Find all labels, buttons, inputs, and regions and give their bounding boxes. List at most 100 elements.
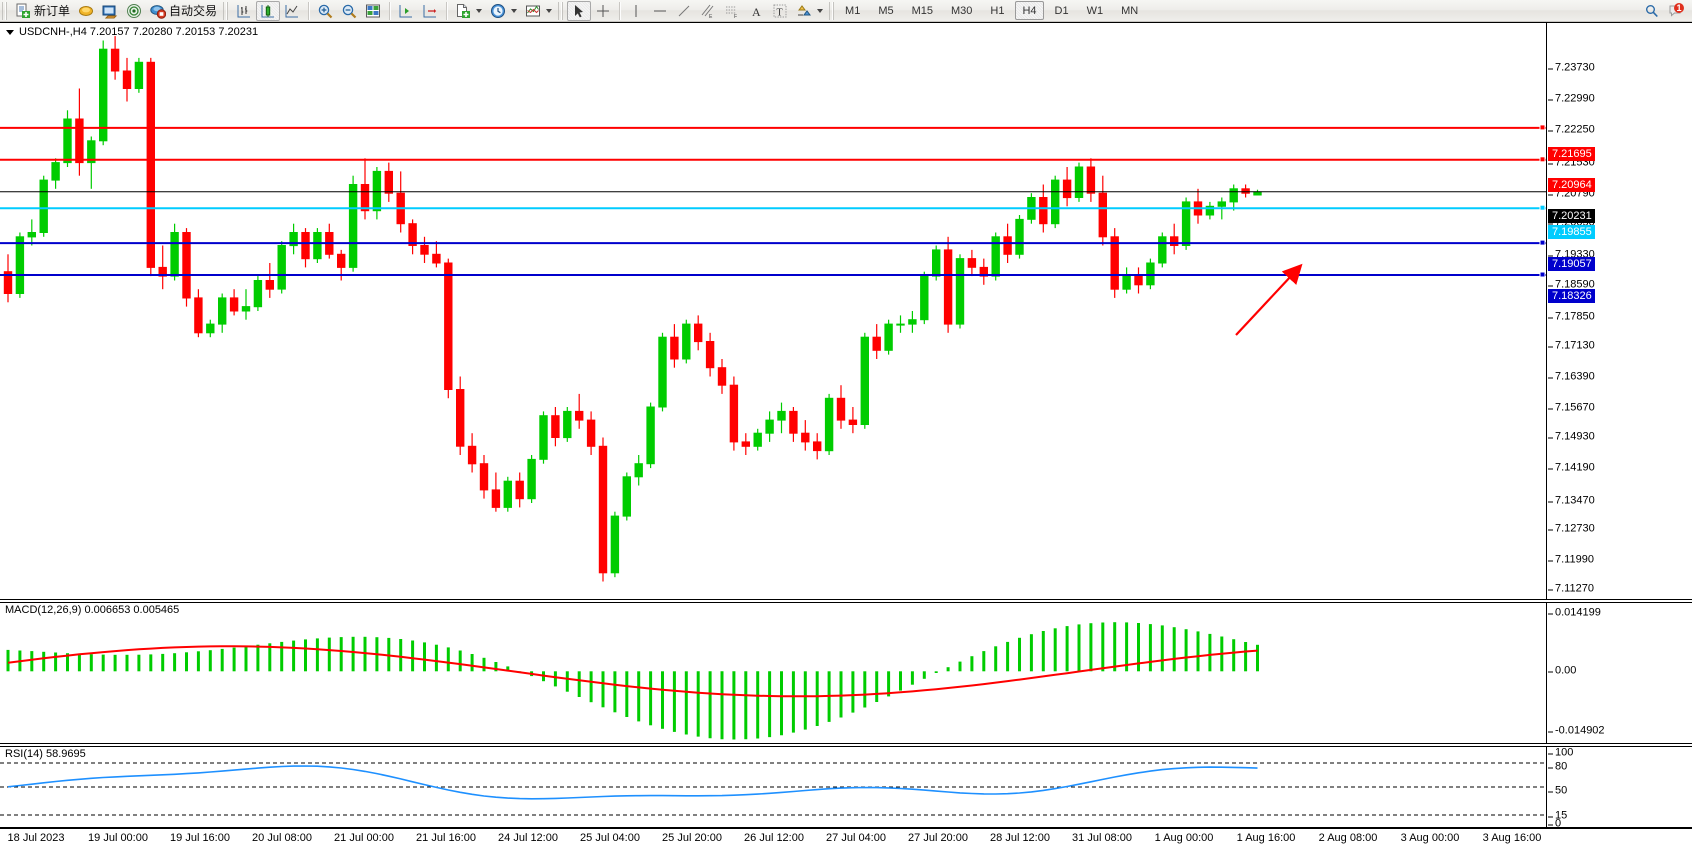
toolbar-grip[interactable] [2,1,9,20]
symbol-menu-chevron-down-icon[interactable] [6,29,14,35]
macd-pane[interactable]: MACD(12,26,9) 0.006653 0.005465 0.014199… [0,602,1692,744]
rsi-title: RSI(14) 58.9695 [5,748,86,760]
objects-button[interactable] [792,1,827,21]
macd-title: MACD(12,26,9) 0.006653 0.005465 [5,604,180,616]
auto-scroll-button[interactable] [418,1,442,21]
toolbar-grip-tools[interactable] [558,1,566,20]
indicators-chevron-down-icon[interactable] [546,8,553,13]
time-tick: 1 Aug 00:00 [1154,832,1214,844]
price-tick: 7.20790 [1548,187,1595,200]
time-tick: 20 Jul 08:00 [252,832,312,844]
price-level-label-resistance[interactable]: 7.21695 [1548,147,1595,161]
auto-scroll-icon [422,3,438,19]
candlestick-chart-button[interactable] [256,0,281,21]
time-tick: 3 Aug 16:00 [1482,832,1542,844]
rsi-plot[interactable] [0,747,1546,827]
timeframe-w1[interactable]: W1 [1086,5,1104,17]
timeframe-bar: M1 M5 M15 M30 H1 H4 D1 W1 MN [838,1,1145,20]
text-label-button[interactable]: T [768,1,792,21]
toolbar-grip-periods[interactable] [829,1,837,20]
timeframe-d1[interactable]: D1 [1054,5,1069,17]
time-tick: 1 Aug 16:00 [1236,832,1296,844]
chart-shift-icon [398,3,414,19]
data-window-button[interactable] [361,1,385,21]
search-button[interactable] [1640,1,1664,21]
time-tick: 25 Jul 20:00 [662,832,722,844]
rsi-pane[interactable]: RSI(14) 58.9695 100 80 50 15 0 [0,746,1692,829]
macd-plot[interactable] [0,603,1546,743]
time-tick: 24 Jul 12:00 [498,832,558,844]
terminal-button[interactable] [98,1,122,21]
crosshair-button[interactable] [591,1,615,21]
price-level-label-bid[interactable]: 7.19855 [1548,225,1595,239]
timeframe-h1[interactable]: H1 [990,5,1005,17]
notification-button[interactable]: 1 [1664,1,1688,21]
main-toolbar: 新订单 [0,0,1692,22]
price-level-label-support[interactable]: 7.18326 [1548,289,1595,303]
symbol-quote-line: USDCNH-,H4 7.20157 7.20280 7.20153 7.202… [6,26,258,38]
macd-tick: 0.00 [1547,664,1577,677]
chart-canvas-area[interactable]: USDCNH-,H4 7.20157 7.20280 7.20153 7.202… [0,22,1692,852]
new-order-button[interactable]: 新订单 [11,1,74,21]
new-order-label: 新订单 [34,3,71,18]
text-button[interactable]: A [744,1,768,21]
equidistant-channel-button[interactable]: E [696,1,720,21]
expert-advisor-button[interactable] [74,1,98,21]
rsi-series [0,762,1546,816]
macd-axis[interactable]: 0.014199 0.00 -0.014902 [1546,603,1692,743]
bar-chart-button[interactable] [232,1,256,21]
period-chevron-down-icon[interactable] [511,8,518,13]
svg-text:T: T [777,7,783,18]
time-tick: 27 Jul 20:00 [908,832,968,844]
templates-chevron-down-icon[interactable] [476,8,483,13]
vertical-line-button[interactable] [624,1,648,21]
price-tick: 7.21530 [1548,156,1595,169]
svg-text:F: F [734,14,737,19]
price-axis[interactable]: 7.237307.229907.222507.215307.207907.200… [1546,23,1692,599]
chart-shift-button[interactable] [394,1,418,21]
time-axis[interactable]: 18 Jul 2023 19 Jul 00:00 19 Jul 16:00 20 Ju… [0,828,1692,852]
symbol-quote-text: USDCNH-,H4 7.20157 7.20280 7.20153 7.202… [19,26,259,38]
cursor-icon [571,3,587,19]
trendline-button[interactable] [672,1,696,21]
price-pane[interactable]: USDCNH-,H4 7.20157 7.20280 7.20153 7.202… [0,22,1692,600]
time-tick: 21 Jul 00:00 [334,832,394,844]
timeframe-m5[interactable]: M5 [878,5,894,17]
fibonacci-button[interactable]: F [720,1,744,21]
time-tick: 31 Jul 08:00 [1072,832,1132,844]
timeframe-m15[interactable]: M15 [911,5,933,17]
trendline-icon [676,3,692,19]
timeframe-m30[interactable]: M30 [951,5,973,17]
notification-icon [1668,2,1684,19]
price-tick: 7.22250 [1548,123,1595,136]
horizontal-line-button[interactable] [648,1,672,21]
price-plot[interactable] [0,23,1546,599]
price-level-label-support[interactable]: 7.19057 [1548,257,1595,271]
price-level-label-current[interactable]: 7.20231 [1548,209,1595,223]
autotrading-button[interactable]: 自动交易 [146,1,221,21]
cursor-button[interactable] [567,0,592,21]
timeframe-h4[interactable]: H4 [1015,1,1044,20]
macd-tick: 0.014199 [1548,606,1601,619]
period-button[interactable] [486,1,521,21]
toolbar-grip-charts[interactable] [223,1,231,20]
objects-chevron-down-icon[interactable] [817,8,824,13]
bar-chart-icon [236,3,252,19]
autotrading-label: 自动交易 [169,3,218,18]
timeframe-mn[interactable]: MN [1121,5,1139,17]
macd-tick: -0.014902 [1548,724,1605,737]
rsi-axis[interactable]: 100 80 50 15 0 [1546,747,1692,829]
signals-button[interactable] [122,1,146,21]
line-chart-button[interactable] [280,1,304,21]
search-icon [1644,3,1660,19]
price-tick: 7.17130 [1548,339,1595,352]
price-level-label-resistance[interactable]: 7.20964 [1548,178,1595,192]
zoom-in-button[interactable] [313,1,337,21]
zoom-out-button[interactable] [337,1,361,21]
price-tick: 7.19330 [1548,248,1595,261]
price-tick: 7.23730 [1548,61,1595,74]
indicators-button[interactable] [521,1,556,21]
timeframe-m1[interactable]: M1 [845,5,861,17]
templates-button[interactable] [451,1,486,21]
